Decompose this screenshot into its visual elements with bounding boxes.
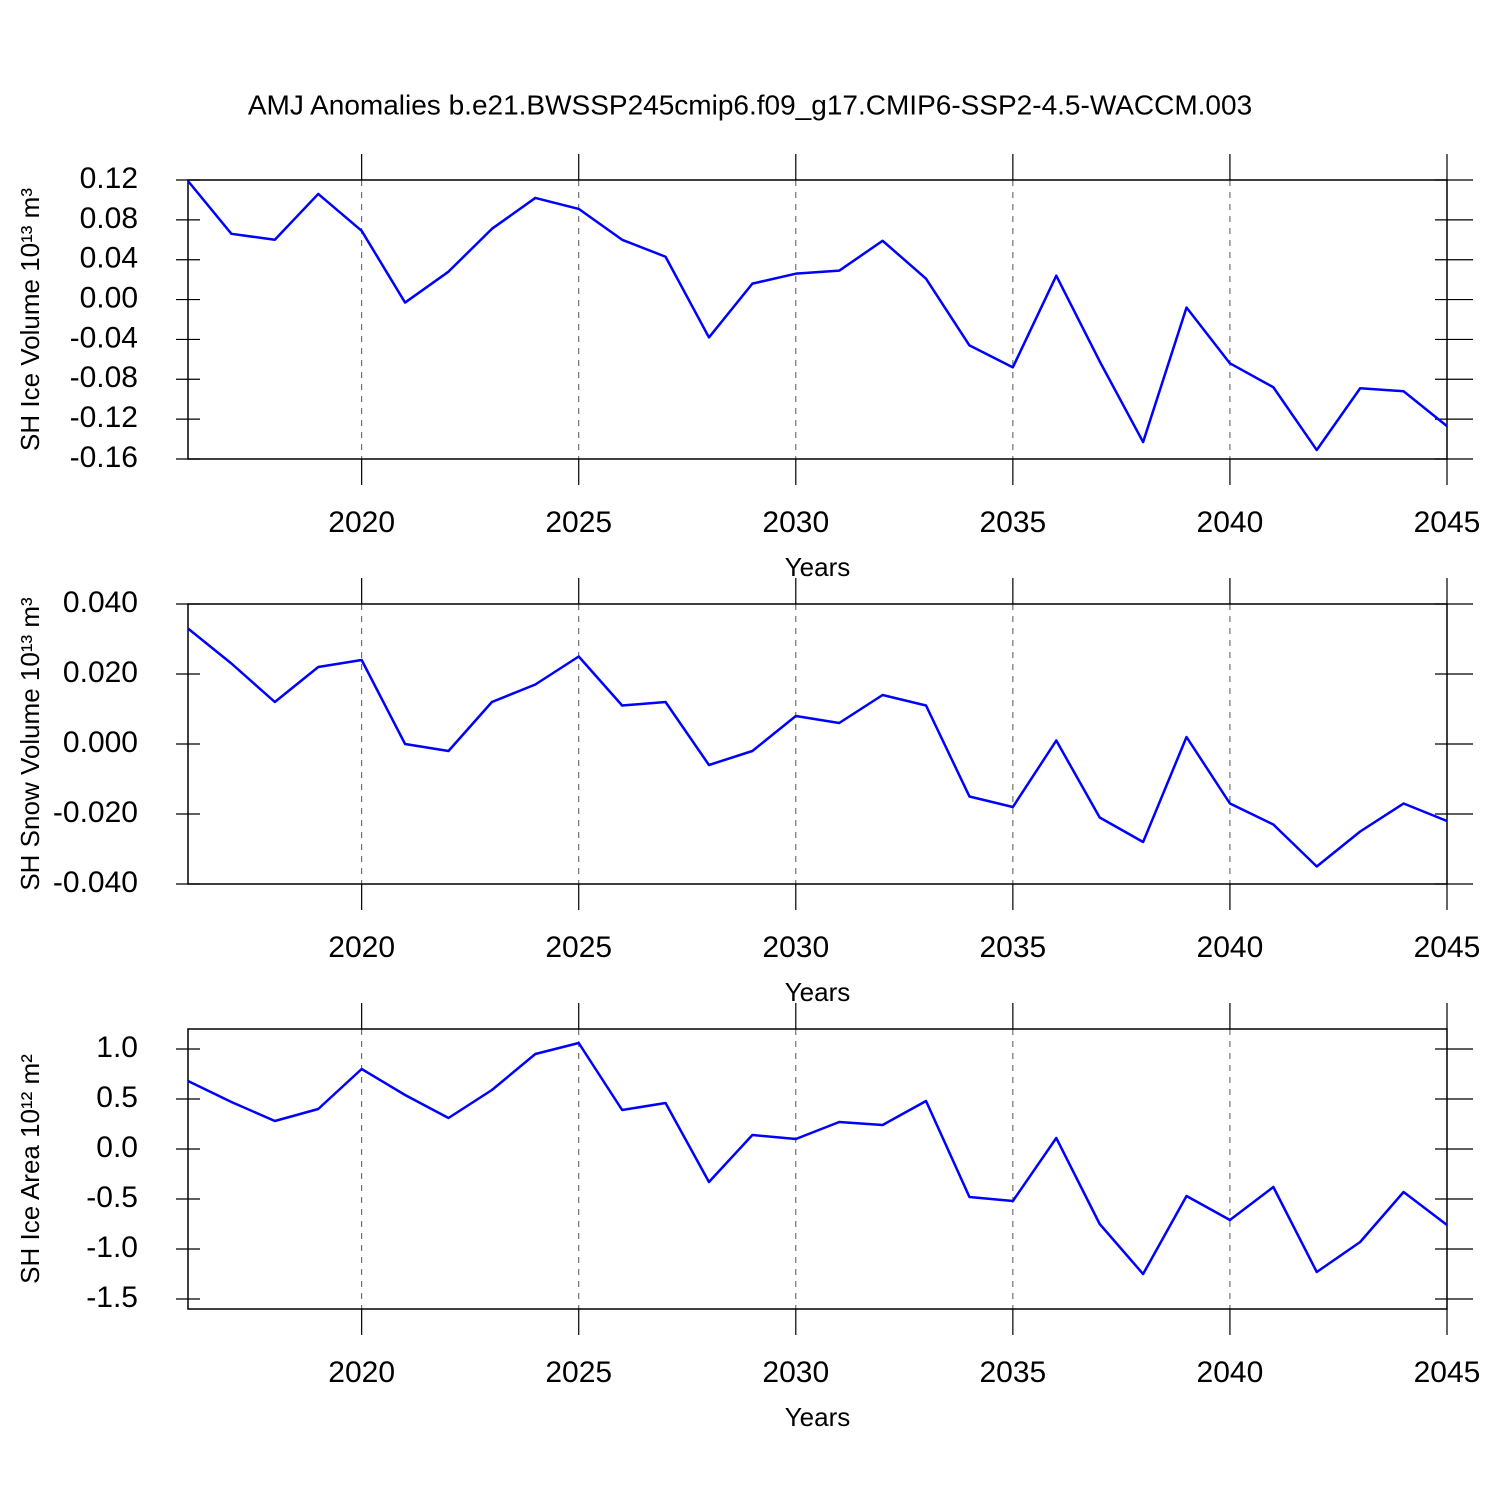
x-tick-label: 2040 (1197, 931, 1264, 964)
x-axis-label: Years (785, 1402, 851, 1432)
x-tick-label: 2040 (1197, 506, 1264, 539)
y-tick-label: 0.040 (63, 586, 138, 619)
y-axis-label: SH Ice Area 10¹² m² (15, 1054, 45, 1284)
y-tick-label: -0.5 (86, 1181, 138, 1214)
y-axis-label: SH Snow Volume 10¹³ m³ (15, 597, 45, 891)
y-tick-label: 0.020 (63, 656, 138, 689)
y-axis-label: SH Ice Volume 10¹³ m³ (15, 188, 45, 451)
y-tick-label: 0.000 (63, 726, 138, 759)
x-tick-label: 2045 (1414, 931, 1481, 964)
plot-frame (187, 603, 1448, 885)
y-tick-label: -0.020 (53, 796, 138, 829)
y-tick-label: 0.12 (80, 162, 138, 195)
y-tick-label: -0.04 (70, 321, 138, 354)
x-tick-label: 2025 (545, 1356, 612, 1389)
x-tick-label: 2035 (979, 506, 1046, 539)
y-tick-label: 0.04 (80, 242, 138, 275)
y-tick-label: -0.040 (53, 866, 138, 899)
chart-title: AMJ Anomalies b.e21.BWSSP245cmip6.f09_g1… (248, 89, 1252, 120)
x-tick-label: 2025 (545, 506, 612, 539)
x-tick-label: 2035 (979, 931, 1046, 964)
x-axis-label: Years (785, 552, 851, 582)
y-tick-label: -0.12 (70, 401, 138, 434)
data-line (187, 1041, 1448, 1276)
y-tick-label: -0.16 (70, 441, 138, 474)
x-tick-label: 2030 (762, 1356, 829, 1389)
x-tick-label: 2035 (979, 1356, 1046, 1389)
x-tick-label: 2045 (1414, 1356, 1481, 1389)
x-tick-label: 2020 (328, 1356, 395, 1389)
x-axis-label: Years (785, 977, 851, 1007)
x-tick-label: 2020 (328, 506, 395, 539)
y-tick-label: -0.08 (70, 361, 138, 394)
y-tick-label: 0.0 (96, 1131, 138, 1164)
x-tick-label: 2020 (328, 931, 395, 964)
x-tick-label: 2045 (1414, 506, 1481, 539)
y-tick-label: 1.0 (96, 1031, 138, 1064)
y-tick-label: 0.00 (80, 281, 138, 314)
data-line (187, 627, 1448, 868)
y-tick-label: -1.5 (86, 1281, 138, 1314)
plot-frame (187, 179, 1448, 460)
x-tick-label: 2040 (1197, 1356, 1264, 1389)
plot-frame (187, 1028, 1448, 1310)
y-tick-label: 0.5 (96, 1081, 138, 1114)
y-tick-label: -1.0 (86, 1231, 138, 1264)
y-tick-label: 0.08 (80, 202, 138, 235)
x-tick-label: 2030 (762, 931, 829, 964)
x-tick-label: 2025 (545, 931, 612, 964)
data-line (187, 180, 1448, 452)
x-tick-label: 2030 (762, 506, 829, 539)
